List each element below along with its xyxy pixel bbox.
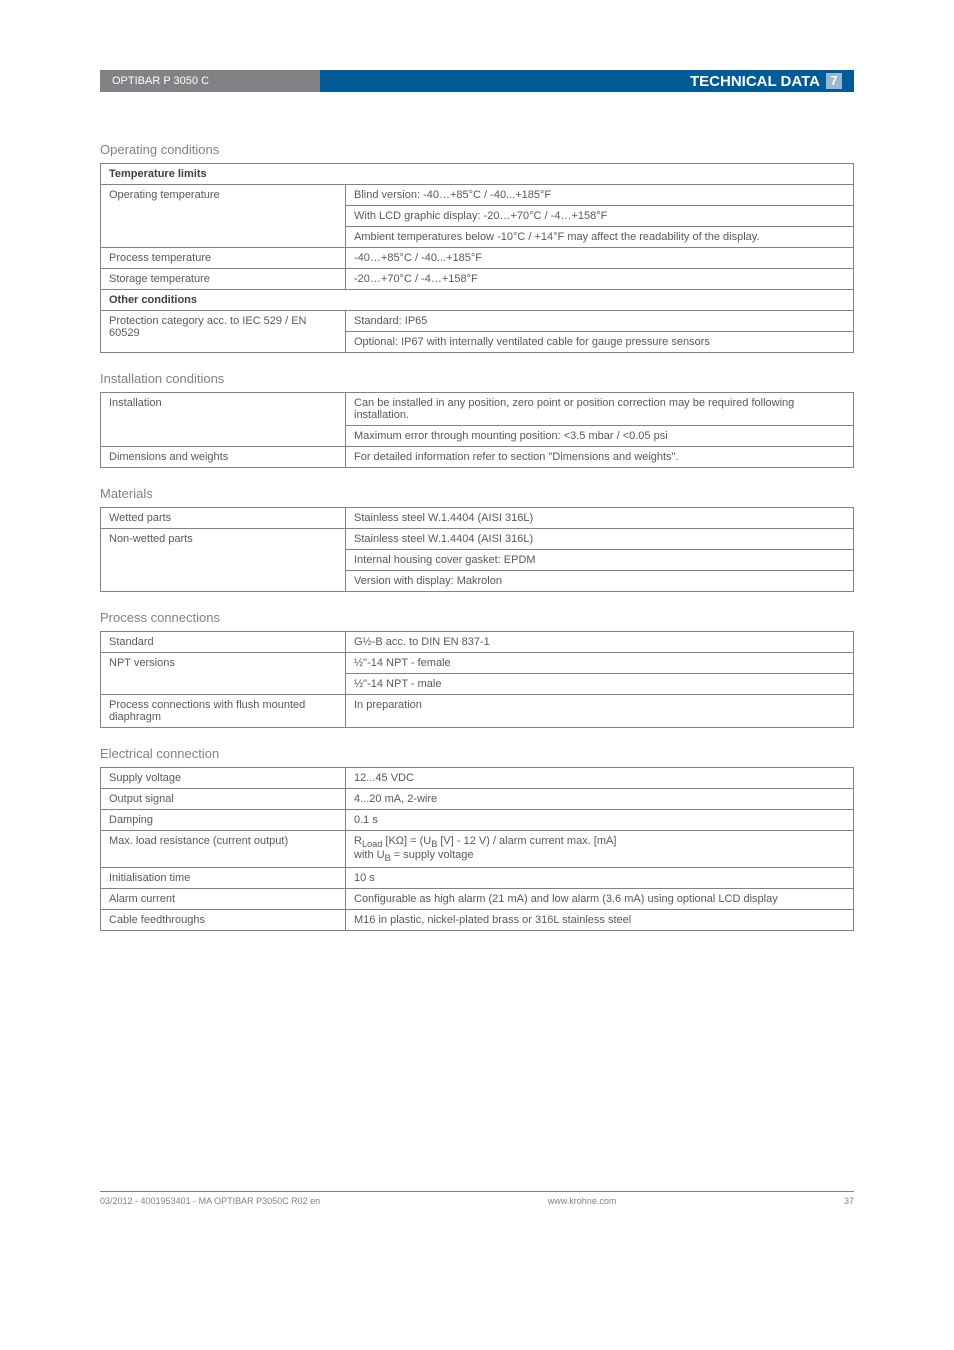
footer-right: 37 — [844, 1196, 854, 1206]
cell: ½"-14 NPT - male — [346, 674, 854, 695]
cell: With LCD graphic display: -20…+70°C / -4… — [346, 206, 854, 227]
cell: Stainless steel W.1.4404 (AISI 316L) — [346, 529, 854, 550]
cell: Standard: IP65 — [346, 311, 854, 332]
cell: Can be installed in any position, zero p… — [346, 393, 854, 426]
cell: Ambient temperatures below -10°C / +14°F… — [346, 227, 854, 248]
label-npt: NPT versions — [101, 653, 346, 695]
label-protection: Protection category acc. to IEC 529 / EN… — [101, 311, 346, 353]
cell: ½"-14 NPT - female — [346, 653, 854, 674]
cell: For detailed information refer to sectio… — [346, 447, 854, 468]
label-standard: Standard — [101, 632, 346, 653]
table-operating: Temperature limits Operating temperature… — [100, 163, 854, 353]
header-section-number: 7 — [826, 73, 842, 89]
footer: 03/2012 - 4001953401 - MA OPTIBAR P3050C… — [100, 1191, 854, 1206]
header-title-text: TECHNICAL DATA — [690, 73, 820, 90]
label-alarm: Alarm current — [101, 889, 346, 910]
label-cable: Cable feedthroughs — [101, 910, 346, 931]
cell: Configurable as high alarm (21 mA) and l… — [346, 889, 854, 910]
label-op-temp: Operating temperature — [101, 185, 346, 248]
subhead-temp-limits: Temperature limits — [101, 164, 854, 185]
label-damping: Damping — [101, 810, 346, 831]
cell: In preparation — [346, 695, 854, 728]
cell: Maximum error through mounting position:… — [346, 426, 854, 447]
header-title: TECHNICAL DATA 7 — [320, 70, 854, 92]
heading-installation: Installation conditions — [100, 371, 854, 386]
cell: Stainless steel W.1.4404 (AISI 316L) — [346, 508, 854, 529]
cell: Blind version: -40…+85°C / -40...+185°F — [346, 185, 854, 206]
cell: Optional: IP67 with internally ventilate… — [346, 332, 854, 353]
heading-electrical: Electrical connection — [100, 746, 854, 761]
subhead-other: Other conditions — [101, 290, 854, 311]
label-init: Initialisation time — [101, 868, 346, 889]
table-materials: Wetted parts Stainless steel W.1.4404 (A… — [100, 507, 854, 592]
label-nonwetted: Non-wetted parts — [101, 529, 346, 592]
label-maxload: Max. load resistance (current output) — [101, 831, 346, 868]
label-wetted: Wetted parts — [101, 508, 346, 529]
cell: 12...45 VDC — [346, 768, 854, 789]
cell: 0.1 s — [346, 810, 854, 831]
header-bar: OPTIBAR P 3050 C TECHNICAL DATA 7 — [100, 70, 854, 92]
cell-maxload: RLoad [KΩ] = (UB [V] - 12 V) / alarm cur… — [346, 831, 854, 868]
cell: Internal housing cover gasket: EPDM — [346, 550, 854, 571]
label-process-temp: Process temperature — [101, 248, 346, 269]
footer-left: 03/2012 - 4001953401 - MA OPTIBAR P3050C… — [100, 1196, 320, 1206]
label-dimensions: Dimensions and weights — [101, 447, 346, 468]
footer-center: www.krohne.com — [548, 1196, 617, 1206]
table-process: Standard G½-B acc. to DIN EN 837-1 NPT v… — [100, 631, 854, 728]
heading-materials: Materials — [100, 486, 854, 501]
cell: G½-B acc. to DIN EN 837-1 — [346, 632, 854, 653]
cell: M16 in plastic, nickel-plated brass or 3… — [346, 910, 854, 931]
cell: -40…+85°C / -40...+185°F — [346, 248, 854, 269]
cell: -20…+70°C / -4…+158°F — [346, 269, 854, 290]
header-product: OPTIBAR P 3050 C — [100, 70, 320, 92]
table-installation: Installation Can be installed in any pos… — [100, 392, 854, 468]
cell: 10 s — [346, 868, 854, 889]
label-flush: Process connections with flush mounted d… — [101, 695, 346, 728]
label-output: Output signal — [101, 789, 346, 810]
label-installation: Installation — [101, 393, 346, 447]
label-storage-temp: Storage temperature — [101, 269, 346, 290]
table-electrical: Supply voltage 12...45 VDC Output signal… — [100, 767, 854, 931]
heading-operating: Operating conditions — [100, 142, 854, 157]
heading-process: Process connections — [100, 610, 854, 625]
cell: 4...20 mA, 2-wire — [346, 789, 854, 810]
label-supply: Supply voltage — [101, 768, 346, 789]
cell: Version with display: Makrolon — [346, 571, 854, 592]
